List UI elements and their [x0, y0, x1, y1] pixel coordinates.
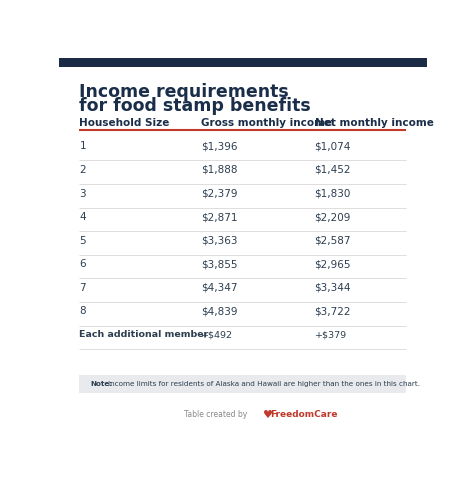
- Text: $1,888: $1,888: [201, 165, 237, 175]
- Text: Net monthly income: Net monthly income: [315, 118, 433, 128]
- Text: $3,344: $3,344: [315, 283, 351, 293]
- Text: $2,965: $2,965: [315, 259, 351, 269]
- Text: $1,396: $1,396: [201, 141, 237, 152]
- Text: Income requirements: Income requirements: [80, 83, 289, 101]
- Text: 6: 6: [80, 259, 86, 269]
- Text: Household Size: Household Size: [80, 118, 170, 128]
- Text: 2: 2: [80, 165, 86, 175]
- Text: $1,074: $1,074: [315, 141, 351, 152]
- Text: $2,871: $2,871: [201, 212, 237, 222]
- Text: $4,839: $4,839: [201, 307, 237, 316]
- Text: 4: 4: [80, 212, 86, 222]
- Text: $3,363: $3,363: [201, 236, 237, 246]
- Text: 5: 5: [80, 236, 86, 246]
- Text: +$492: +$492: [201, 330, 233, 339]
- Text: Table created by: Table created by: [184, 410, 247, 419]
- Bar: [59, 58, 427, 67]
- Text: $3,855: $3,855: [201, 259, 237, 269]
- Text: Each additional member: Each additional member: [80, 330, 209, 339]
- Text: 8: 8: [80, 307, 86, 316]
- Text: FreedomCare: FreedomCare: [271, 410, 338, 419]
- Bar: [80, 375, 406, 393]
- Text: 1: 1: [80, 141, 86, 152]
- Text: +$379: +$379: [315, 330, 346, 339]
- Text: $4,347: $4,347: [201, 283, 237, 293]
- Text: 3: 3: [80, 189, 86, 199]
- Text: $1,452: $1,452: [315, 165, 351, 175]
- Text: $2,587: $2,587: [315, 236, 351, 246]
- Text: Note:: Note:: [91, 381, 113, 387]
- Text: $1,830: $1,830: [315, 189, 351, 199]
- Text: ♥: ♥: [263, 410, 273, 419]
- Text: $2,209: $2,209: [315, 212, 351, 222]
- Text: $2,379: $2,379: [201, 189, 237, 199]
- Text: 7: 7: [80, 283, 86, 293]
- Text: $3,722: $3,722: [315, 307, 351, 316]
- Text: for food stamp benefits: for food stamp benefits: [80, 97, 311, 115]
- Text: Income limits for residents of Alaska and Hawaii are higher than the ones in thi: Income limits for residents of Alaska an…: [108, 381, 420, 387]
- Text: Gross monthly income: Gross monthly income: [201, 118, 332, 128]
